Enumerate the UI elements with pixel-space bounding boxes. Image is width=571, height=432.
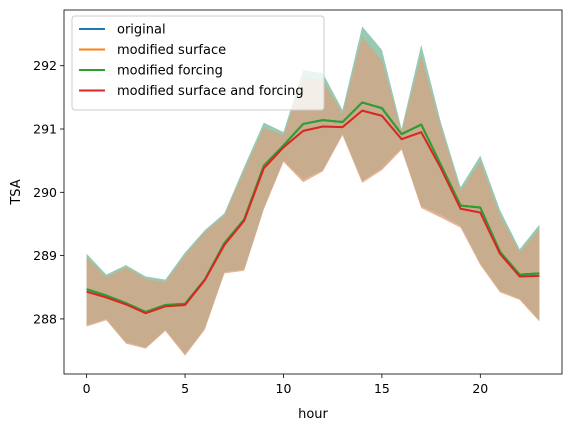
legend-label-3: modified forcing — [117, 64, 223, 79]
line-series-4 — [86, 109, 540, 315]
legend-label-4: modified surface and forcing — [117, 84, 304, 99]
y-tick-label: 289 — [33, 248, 57, 263]
legend: original modified surface modified forcing… — [71, 15, 325, 111]
legend-label-1: original — [117, 23, 166, 38]
x-tick-label: 15 — [374, 381, 390, 396]
uncertainty-bands — [86, 26, 540, 356]
y-axis-ticks: 288 289 290 291 292 — [33, 58, 64, 326]
band-series-4 — [86, 37, 540, 356]
y-tick-label: 288 — [33, 311, 57, 326]
series-lines — [86, 101, 540, 315]
legend-label-2: modified surface — [117, 43, 226, 58]
y-axis-label: TSA — [9, 179, 24, 205]
x-axis-label: hour — [298, 407, 328, 422]
x-axis-ticks: 0 5 10 15 20 — [83, 374, 488, 396]
y-tick-label: 291 — [33, 122, 57, 137]
line-series-3 — [86, 101, 540, 313]
y-tick-label: 290 — [33, 185, 57, 200]
y-tick-label: 292 — [33, 58, 57, 73]
legend-box — [71, 15, 325, 111]
x-tick-label: 20 — [472, 381, 488, 396]
x-tick-label: 5 — [181, 381, 189, 396]
x-tick-label: 0 — [83, 381, 91, 396]
x-tick-label: 10 — [276, 381, 292, 396]
